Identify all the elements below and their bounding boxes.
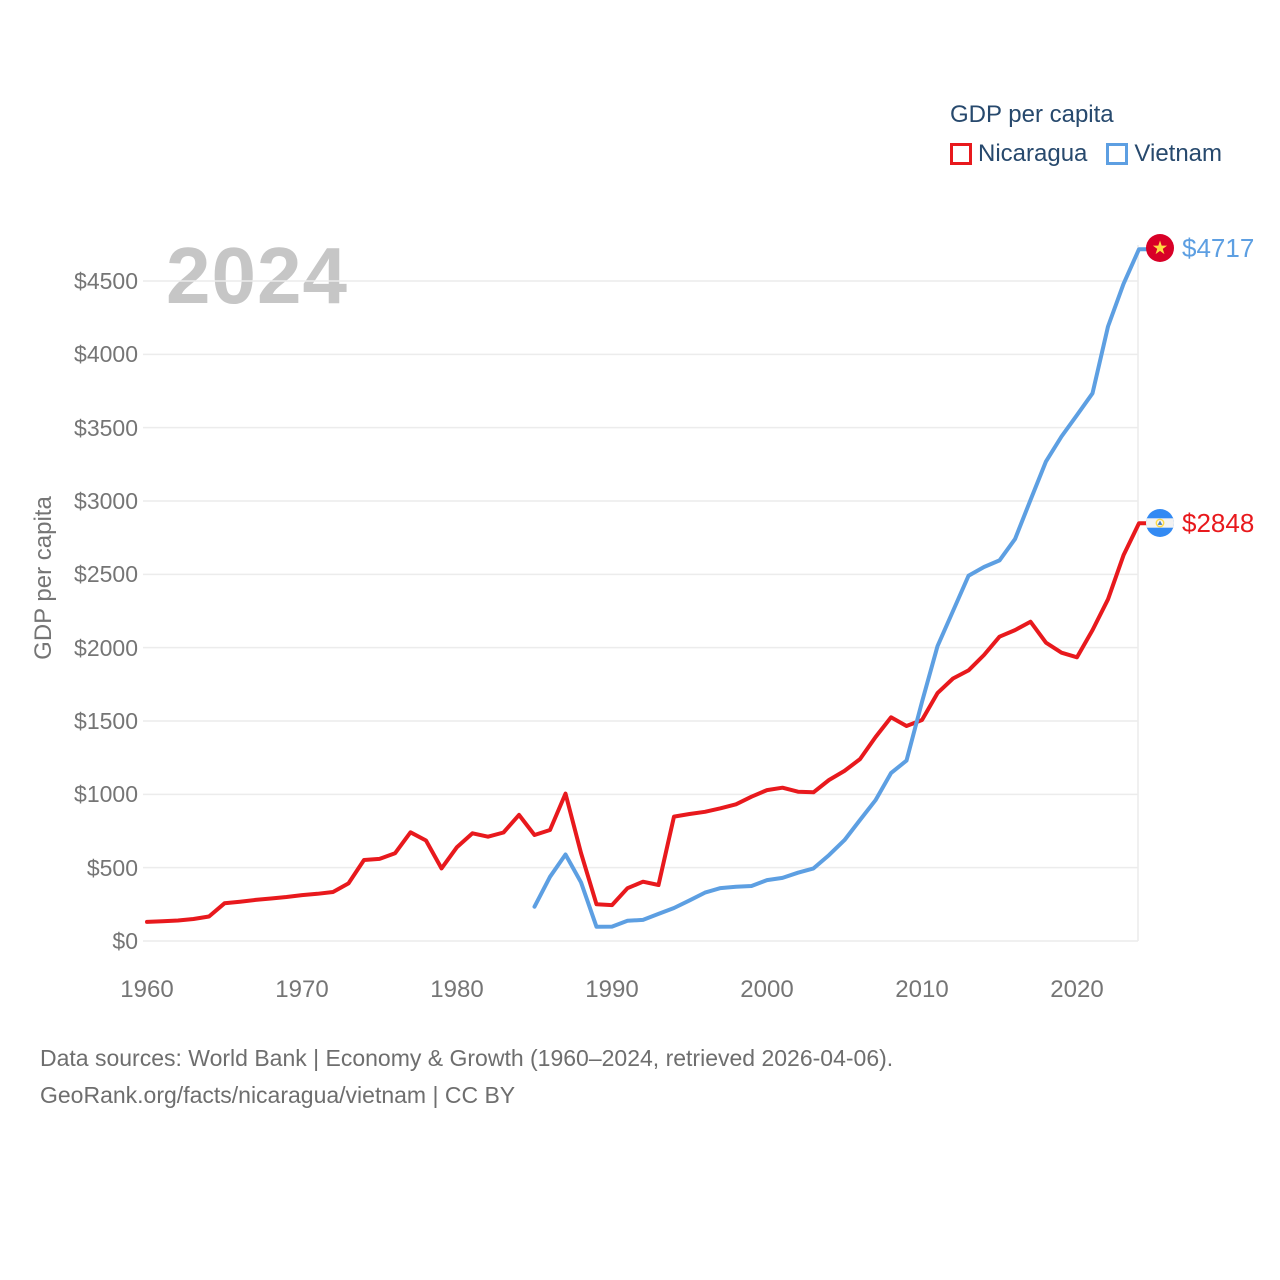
x-tick-label: 1970: [275, 976, 329, 1003]
x-tick-label: 1980: [430, 976, 484, 1003]
x-tick-label: 1990: [585, 976, 639, 1003]
y-tick-label: $1500: [74, 708, 138, 734]
footer-line-2: GeoRank.org/facts/nicaragua/vietnam | CC…: [40, 1082, 516, 1108]
y-tick-label: $2500: [74, 561, 138, 588]
vietnam-swatch-icon: [1106, 143, 1129, 165]
footer: Data sources: World Bank | Economy & Gro…: [40, 1040, 893, 1114]
legend-title: GDP per capita: [950, 101, 1114, 128]
x-tick-label: 2000: [740, 976, 794, 1003]
x-tick-label: 2020: [1050, 976, 1104, 1003]
vietnam-flag-icon: [1146, 234, 1174, 262]
legend-item-vietnam[interactable]: Vietnam: [1106, 140, 1222, 168]
y-tick-label: $3500: [74, 414, 138, 441]
y-tick-label: $0: [112, 928, 138, 954]
vietnam-end-label: $4717: [1146, 234, 1254, 262]
legend-label-vietnam: Vietnam: [1134, 140, 1223, 167]
x-tick-label: 2010: [895, 976, 949, 1003]
y-tick-label: $4500: [74, 268, 138, 294]
footer-line-1: Data sources: World Bank | Economy & Gro…: [40, 1045, 894, 1071]
nicaragua-end-value: $2848: [1182, 508, 1255, 538]
y-tick-label: $500: [86, 854, 138, 881]
nicaragua-end-label: $2848: [1146, 509, 1254, 537]
x-tick-label: 1960: [120, 976, 174, 1003]
y-tick-label: $3000: [74, 488, 138, 514]
nicaragua-swatch-icon: [950, 143, 972, 165]
y-tick-label: $4000: [74, 341, 138, 368]
legend-label-nicaragua: Nicaragua: [978, 140, 1088, 167]
watermark-year: 2024: [166, 231, 348, 320]
vietnam-end-value: $4717: [1182, 233, 1255, 263]
legend: GDP per capita Nicaragua Vietnam: [950, 100, 1222, 168]
legend-items: Nicaragua Vietnam: [950, 140, 1222, 168]
nicaragua-line: [145, 521, 1150, 924]
vietnam-line: [532, 247, 1150, 929]
legend-item-nicaragua[interactable]: Nicaragua: [950, 140, 1087, 168]
y-tick-label: $2000: [74, 634, 138, 661]
nicaragua-flag-icon: [1146, 509, 1174, 537]
y-tick-label: $1000: [74, 781, 138, 808]
